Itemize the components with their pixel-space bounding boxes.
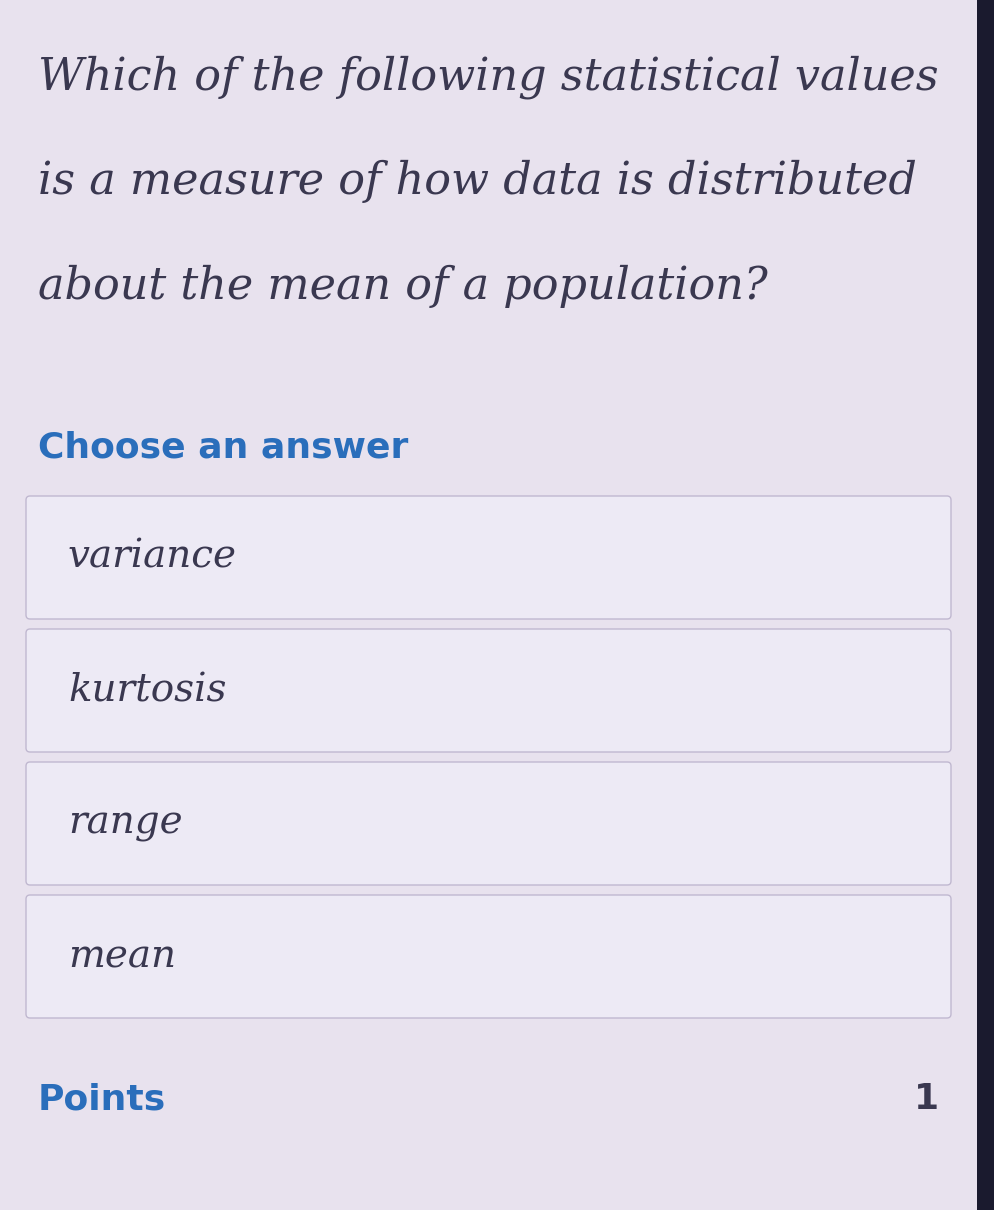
Text: Points: Points — [38, 1082, 166, 1116]
FancyBboxPatch shape — [26, 496, 950, 620]
Text: kurtosis: kurtosis — [68, 672, 227, 709]
Text: mean: mean — [68, 938, 176, 975]
Text: Which of the following statistical values: Which of the following statistical value… — [38, 54, 937, 99]
Text: is a measure of how data is distributed: is a measure of how data is distributed — [38, 160, 915, 203]
Text: Choose an answer: Choose an answer — [38, 430, 408, 463]
FancyBboxPatch shape — [26, 895, 950, 1018]
Bar — [976, 0, 994, 1210]
FancyBboxPatch shape — [26, 762, 950, 885]
Text: about the mean of a population?: about the mean of a population? — [38, 265, 767, 309]
Text: variance: variance — [68, 538, 237, 576]
FancyBboxPatch shape — [26, 629, 950, 751]
Text: range: range — [68, 805, 183, 842]
Text: 1: 1 — [912, 1082, 938, 1116]
